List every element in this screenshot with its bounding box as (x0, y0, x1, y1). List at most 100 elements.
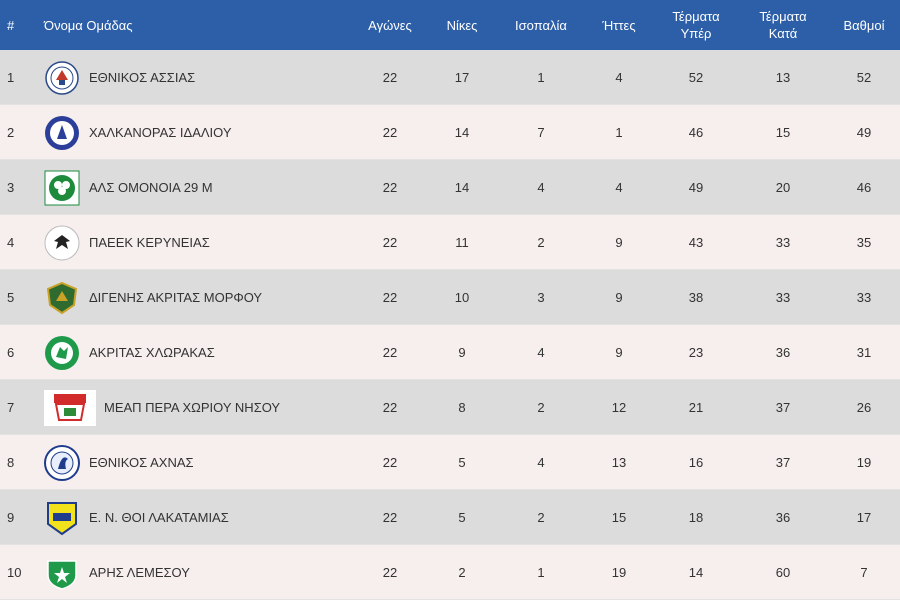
played-cell: 22 (382, 455, 398, 470)
played-cell: 22 (382, 180, 398, 195)
team-cell[interactable]: Ε. Ν. ΘΟΙ ΛΑΚΑΤΑΜΙΑΣ (44, 490, 344, 545)
draws-cell: 3 (537, 290, 545, 305)
team-cell[interactable]: ΧΑΛΚΑΝΟΡΑΣ ΙΔΑΛΙΟΥ (44, 105, 344, 160)
meap-logo-icon (44, 389, 96, 426)
losses-cell: 9 (615, 290, 623, 305)
losses-cell: 1 (615, 125, 623, 140)
team-name: ΧΑΛΚΑΝΟΡΑΣ ΙΔΑΛΙΟΥ (89, 125, 232, 140)
losses-cell: 9 (615, 345, 623, 360)
wins-cell: 14 (454, 125, 470, 140)
table-row[interactable]: 3 ΑΛΣ ΟΜΟΝΟΙΑ 29 Μ 22 14 4 4 49 20 46 (0, 160, 900, 215)
goals-against-cell: 36 (775, 345, 791, 360)
header-points[interactable]: Βαθμοί (843, 17, 885, 33)
header-rank[interactable]: # (7, 17, 15, 33)
omonoia-29m-logo-icon (44, 170, 80, 206)
wins-cell: 17 (454, 70, 470, 85)
goals-for-cell: 23 (688, 345, 704, 360)
table-row[interactable]: 5 ΔΙΓΕΝΗΣ ΑΚΡΙΤΑΣ ΜΟΡΦΟΥ 22 10 3 9 38 33… (0, 270, 900, 325)
team-cell[interactable]: ΑΚΡΙΤΑΣ ΧΛΩΡΑΚΑΣ (44, 325, 344, 380)
rank-cell: 1 (7, 70, 15, 85)
goals-for-cell: 21 (688, 400, 704, 415)
team-cell[interactable]: ΑΡΗΣ ΛΕΜΕΣΟΥ (44, 545, 344, 600)
team-name: ΑΡΗΣ ΛΕΜΕΣΟΥ (89, 565, 190, 580)
header-goals-for[interactable]: Τέρματα Υπέρ (664, 0, 728, 50)
table-row[interactable]: 8 ΕΘΝΙΚΟΣ ΑΧΝΑΣ 22 5 4 13 16 37 19 (0, 435, 900, 490)
table-row[interactable]: 10 ΑΡΗΣ ΛΕΜΕΣΟΥ 22 2 1 19 14 60 7 (0, 545, 900, 600)
table-row[interactable]: 1 ΕΘΝΙΚΟΣ ΑΣΣΙΑΣ 22 17 1 4 52 13 52 (0, 50, 900, 105)
points-cell: 35 (856, 235, 872, 250)
rank-cell: 3 (7, 180, 15, 195)
draws-cell: 4 (537, 345, 545, 360)
wins-cell: 9 (458, 345, 466, 360)
goals-against-cell: 33 (775, 290, 791, 305)
thoi-lakatamias-logo-icon (44, 500, 80, 536)
team-name: Ε. Ν. ΘΟΙ ΛΑΚΑΤΑΜΙΑΣ (89, 510, 229, 525)
akritas-chlorakas-logo-icon (44, 335, 80, 371)
team-cell[interactable]: ΠΑΕΕΚ ΚΕΡΥΝΕΙΑΣ (44, 215, 344, 270)
header-draws[interactable]: Ισοπαλία (515, 17, 567, 33)
points-cell: 26 (856, 400, 872, 415)
wins-cell: 14 (454, 180, 470, 195)
team-name: ΕΘΝΙΚΟΣ ΑΣΣΙΑΣ (89, 70, 196, 85)
rank-cell: 8 (7, 455, 15, 470)
goals-for-cell: 46 (688, 125, 704, 140)
wins-cell: 5 (458, 455, 466, 470)
goals-for-cell: 52 (688, 70, 704, 85)
played-cell: 22 (382, 290, 398, 305)
header-losses[interactable]: Ήττες (602, 17, 636, 33)
points-cell: 33 (856, 290, 872, 305)
wins-cell: 5 (458, 510, 466, 525)
wins-cell: 8 (458, 400, 466, 415)
team-cell[interactable]: ΕΘΝΙΚΟΣ ΑΣΣΙΑΣ (44, 50, 344, 105)
points-cell: 46 (856, 180, 872, 195)
header-goals-against-label: Τέρματα Κατά (759, 9, 807, 41)
team-name: ΕΘΝΙΚΟΣ ΑΧΝΑΣ (89, 455, 194, 470)
rank-cell: 5 (7, 290, 15, 305)
team-cell[interactable]: ΕΘΝΙΚΟΣ ΑΧΝΑΣ (44, 435, 344, 490)
played-cell: 22 (382, 510, 398, 525)
points-cell: 52 (856, 70, 872, 85)
table-row[interactable]: 2 ΧΑΛΚΑΝΟΡΑΣ ΙΔΑΛΙΟΥ 22 14 7 1 46 15 49 (0, 105, 900, 160)
rank-cell: 4 (7, 235, 15, 250)
losses-cell: 13 (611, 455, 627, 470)
table-body: 1 ΕΘΝΙΚΟΣ ΑΣΣΙΑΣ 22 17 1 4 52 13 52 2 ΧΑ… (0, 50, 900, 600)
rank-cell: 2 (7, 125, 15, 140)
team-name: ΠΑΕΕΚ ΚΕΡΥΝΕΙΑΣ (89, 235, 210, 250)
points-cell: 31 (856, 345, 872, 360)
draws-cell: 1 (537, 565, 545, 580)
rank-cell: 10 (7, 565, 22, 580)
rank-cell: 9 (7, 510, 15, 525)
draws-cell: 2 (537, 510, 545, 525)
goals-against-cell: 37 (775, 455, 791, 470)
team-cell[interactable]: ΔΙΓΕΝΗΣ ΑΚΡΙΤΑΣ ΜΟΡΦΟΥ (44, 270, 344, 325)
table-row[interactable]: 9 Ε. Ν. ΘΟΙ ΛΑΚΑΤΑΜΙΑΣ 22 5 2 15 18 36 1… (0, 490, 900, 545)
team-cell[interactable]: ΑΛΣ ΟΜΟΝΟΙΑ 29 Μ (44, 160, 344, 215)
ethnikos-assias-logo-icon (44, 60, 80, 96)
rank-cell: 7 (7, 400, 15, 415)
header-team[interactable]: Όνομα Ομάδας (44, 17, 133, 33)
losses-cell: 4 (615, 180, 623, 195)
table-row[interactable]: 7 ΜΕΑΠ ΠΕΡΑ ΧΩΡΙΟΥ ΝΗΣΟΥ 22 8 2 12 21 37… (0, 380, 900, 435)
digenis-morfou-logo-icon (44, 280, 80, 316)
ethnikos-achnas-logo-icon (44, 444, 80, 481)
played-cell: 22 (382, 565, 398, 580)
wins-cell: 10 (454, 290, 470, 305)
team-name: ΑΛΣ ΟΜΟΝΟΙΑ 29 Μ (89, 180, 213, 195)
header-wins[interactable]: Νίκες (446, 17, 478, 33)
goals-for-cell: 43 (688, 235, 704, 250)
team-cell[interactable]: ΜΕΑΠ ΠΕΡΑ ΧΩΡΙΟΥ ΝΗΣΟΥ (44, 380, 344, 435)
header-goals-against[interactable]: Τέρματα Κατά (751, 0, 815, 50)
header-played[interactable]: Αγώνες (368, 17, 412, 33)
draws-cell: 2 (537, 400, 545, 415)
goals-for-cell: 14 (688, 565, 704, 580)
goals-against-cell: 13 (775, 70, 791, 85)
played-cell: 22 (382, 400, 398, 415)
table-header: # Όνομα Ομάδας Αγώνες Νίκες Ισοπαλία Ήττ… (0, 0, 900, 50)
table-row[interactable]: 6 ΑΚΡΙΤΑΣ ΧΛΩΡΑΚΑΣ 22 9 4 9 23 36 31 (0, 325, 900, 380)
table-row[interactable]: 4 ΠΑΕΕΚ ΚΕΡΥΝΕΙΑΣ 22 11 2 9 43 33 35 (0, 215, 900, 270)
points-cell: 17 (856, 510, 872, 525)
wins-cell: 11 (455, 235, 469, 250)
losses-cell: 12 (611, 400, 627, 415)
points-cell: 7 (860, 565, 868, 580)
goals-against-cell: 37 (775, 400, 791, 415)
